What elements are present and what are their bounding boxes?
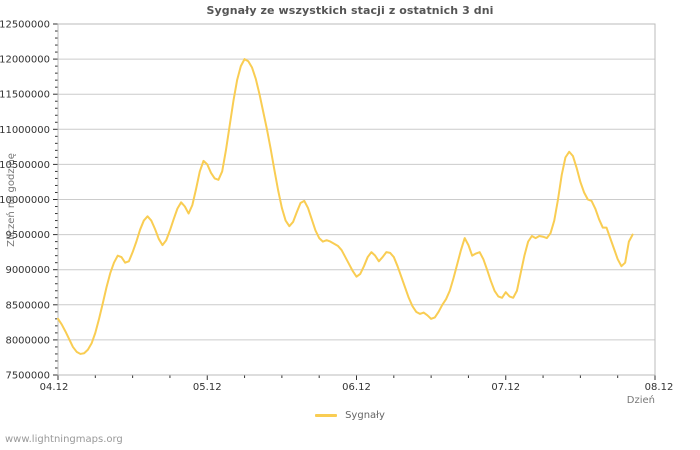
y-axis-tick-label: 10000000 — [0, 195, 50, 206]
data-series-group — [57, 58, 634, 355]
y-axis-tick-label: 9500000 — [5, 230, 50, 241]
chart-legend: Sygnały — [0, 410, 700, 421]
x-axis-ticks-group — [57, 375, 656, 380]
chart-plot: 7500000 8000000 8500000 9000000 9500000 10000… — [0, 20, 674, 407]
x-axis-tick-label: 06.12 — [342, 382, 371, 393]
y-axis-title: Zliczeń na godzinę — [5, 153, 17, 247]
y-axis-labels-group: 7500000 8000000 8500000 9000000 9500000 10000… — [0, 20, 50, 382]
series-line-sygnaly — [57, 58, 634, 355]
y-axis-tick-label: 11500000 — [0, 90, 50, 101]
x-axis-tick-label: 07.12 — [491, 382, 520, 393]
legend-color-swatch — [315, 414, 338, 417]
y-axis-tick-label: 8500000 — [5, 300, 50, 311]
x-axis-labels-group: 04.12 05.12 06.12 07.12 08.12 — [40, 382, 674, 393]
legend-item-label: Sygnały — [345, 410, 385, 421]
y-axis-tick-label: 9000000 — [5, 265, 50, 276]
y-axis-ticks-group — [53, 23, 58, 376]
x-axis-tick-label: 08.12 — [645, 382, 674, 393]
y-axis-tick-label: 7500000 — [5, 371, 50, 382]
y-axis-tick-label: 8000000 — [5, 335, 50, 346]
plot-border — [57, 23, 656, 376]
y-axis-tick-label: 12500000 — [0, 20, 50, 31]
y-axis-tick-label: 11000000 — [0, 125, 50, 136]
y-axis-tick-label: 10500000 — [0, 160, 50, 171]
x-axis-tick-label: 05.12 — [193, 382, 222, 393]
x-axis-title: Dzień — [627, 394, 655, 406]
gridlines-group — [58, 23, 655, 376]
footer-website: www.lightningmaps.org — [5, 434, 123, 445]
chart-title: Sygnały ze wszystkich stacji z ostatnich… — [206, 4, 494, 17]
y-axis-tick-label: 12000000 — [0, 55, 50, 66]
plot-frame — [57, 23, 656, 376]
x-axis-tick-label: 04.12 — [40, 382, 69, 393]
